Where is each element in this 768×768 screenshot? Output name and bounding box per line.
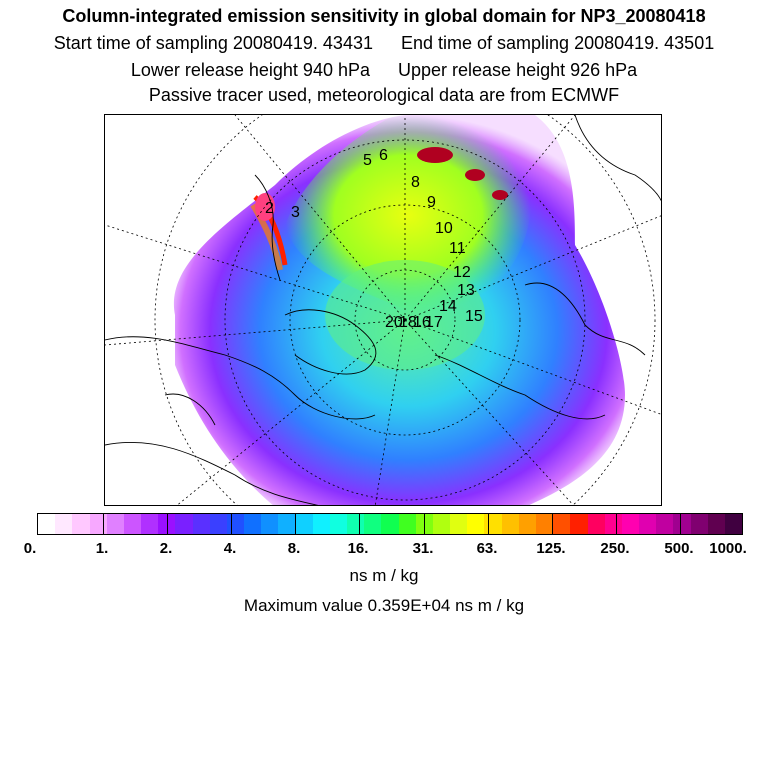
colorbar-segment bbox=[450, 514, 468, 534]
plume-high bbox=[285, 115, 532, 315]
trajectory-label: 17 bbox=[425, 314, 443, 331]
tracer-info: Passive tracer used, meteorological data… bbox=[148, 85, 620, 105]
colorbar-segment bbox=[175, 514, 193, 534]
start-time-label: Start time of sampling 20080419. 43431 bbox=[53, 33, 373, 53]
colorbar-tick-label: 250. bbox=[600, 540, 630, 557]
maximum-value-label: Maximum value 0.359E+04 ns m / kg bbox=[243, 596, 525, 615]
trajectory-label: 5 bbox=[363, 152, 372, 169]
colorbar bbox=[37, 513, 743, 535]
colorbar-units: ns m / kg bbox=[349, 566, 419, 585]
colorbar-segment bbox=[639, 514, 657, 534]
colorbar-segment bbox=[690, 514, 708, 534]
colorbar-segment bbox=[621, 514, 640, 534]
colorbar-tick bbox=[231, 513, 232, 535]
coastlines bbox=[105, 115, 661, 505]
colorbar-segment bbox=[347, 514, 365, 534]
colorbar-segment bbox=[106, 514, 124, 534]
trajectory-label: 12 bbox=[453, 264, 471, 281]
colorbar-tick bbox=[295, 513, 296, 535]
colorbar-tick bbox=[359, 513, 360, 535]
colorbar-segment bbox=[72, 514, 90, 534]
colorbar-segment bbox=[329, 514, 348, 534]
trajectory-label: 10 bbox=[435, 220, 453, 237]
trajectory-label: 13 bbox=[457, 282, 475, 299]
colorbar-segment bbox=[381, 514, 399, 534]
colorbar-segment bbox=[587, 514, 605, 534]
colorbar-segment bbox=[501, 514, 519, 534]
trajectory-label: 6 bbox=[379, 147, 388, 164]
release-heights: Lower release height 940 hPa Upper releas… bbox=[0, 60, 768, 81]
colorbar-tick-label: 125. bbox=[536, 540, 566, 557]
colorbar-segment bbox=[38, 514, 56, 534]
colorbar-segment bbox=[226, 514, 245, 534]
colorbar-segment bbox=[192, 514, 210, 534]
trajectory-label: 11 bbox=[449, 240, 466, 257]
colorbar-segment bbox=[673, 514, 691, 534]
colorbar-segment bbox=[467, 514, 485, 534]
trajectory-label: 16 bbox=[413, 314, 431, 331]
lower-release-label: Lower release height 940 hPa bbox=[130, 60, 370, 80]
colorbar-segment bbox=[89, 514, 107, 534]
colorbar-tick bbox=[552, 513, 553, 535]
sensitivity-map: 2 3 5 6 8 9 10 11 12 13 14 15 20 18 16 17 bbox=[104, 114, 662, 506]
colorbar-segment bbox=[604, 514, 622, 534]
colorbar-segment bbox=[55, 514, 73, 534]
colorbar-tick bbox=[680, 513, 681, 535]
colorbar-tick-label: 2. bbox=[159, 540, 173, 557]
trajectory-label: 2 bbox=[265, 200, 274, 217]
colorbar-tick-label: 1. bbox=[95, 540, 109, 557]
colorbar-segment bbox=[295, 514, 313, 534]
trajectory-label: 20 bbox=[385, 314, 403, 331]
colorbar-tick-label: 1000. bbox=[709, 540, 747, 557]
colorbar-segment bbox=[724, 514, 743, 534]
colorbar-segment bbox=[141, 514, 159, 534]
colorbar-segment bbox=[312, 514, 330, 534]
colorbar-segment bbox=[432, 514, 451, 534]
colorbar-tick bbox=[616, 513, 617, 535]
colorbar-tick-label: 63. bbox=[476, 540, 498, 557]
colorbar-segment bbox=[261, 514, 279, 534]
colorbar-tick-label: 4. bbox=[223, 540, 237, 557]
colorbar-segment bbox=[535, 514, 554, 534]
colorbar-segment bbox=[707, 514, 725, 534]
trajectory-label: 3 bbox=[291, 204, 300, 221]
sampling-times: Start time of sampling 20080419. 43431 En… bbox=[0, 33, 768, 54]
colorbar-tick-label: 8. bbox=[287, 540, 301, 557]
colorbar-segment bbox=[398, 514, 416, 534]
colorbar-segment bbox=[278, 514, 296, 534]
colorbar-segment bbox=[123, 514, 142, 534]
colorbar-tick bbox=[103, 513, 104, 535]
trajectory-label: 14 bbox=[439, 298, 457, 315]
colorbar-tick-label: 0. bbox=[23, 540, 37, 557]
colorbar-tick-label: 31. bbox=[412, 540, 434, 557]
colorbar-segment bbox=[209, 514, 227, 534]
trajectory-label: 15 bbox=[465, 308, 483, 325]
end-time-label: End time of sampling 20080419. 43501 bbox=[400, 33, 715, 53]
colorbar-segment bbox=[518, 514, 536, 534]
trajectory-label: 8 bbox=[411, 174, 420, 191]
colorbar-segment bbox=[553, 514, 571, 534]
colorbar-segment bbox=[364, 514, 382, 534]
colorbar-tick-label: 500. bbox=[664, 540, 694, 557]
colorbar-tick bbox=[167, 513, 168, 535]
trajectory-label: 9 bbox=[427, 194, 436, 211]
colorbar-segment bbox=[158, 514, 176, 534]
map-grid bbox=[105, 115, 661, 505]
high-value-blobs bbox=[417, 147, 508, 200]
colorbar-tick bbox=[488, 513, 489, 535]
colorbar-tick bbox=[424, 513, 425, 535]
colorbar-segment bbox=[570, 514, 588, 534]
trajectory-label: 18 bbox=[399, 314, 417, 331]
upper-release-label: Upper release height 926 hPa bbox=[398, 60, 638, 80]
colorbar-segment bbox=[656, 514, 674, 534]
colorbar-segment bbox=[244, 514, 262, 534]
colorbar-tick-label: 16. bbox=[347, 540, 369, 557]
plot-title: Column-integrated emission sensitivity i… bbox=[62, 6, 706, 26]
